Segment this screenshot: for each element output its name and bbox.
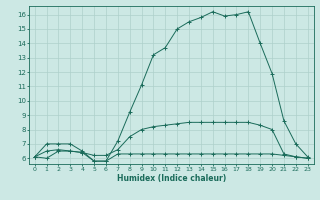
X-axis label: Humidex (Indice chaleur): Humidex (Indice chaleur) [116, 174, 226, 183]
